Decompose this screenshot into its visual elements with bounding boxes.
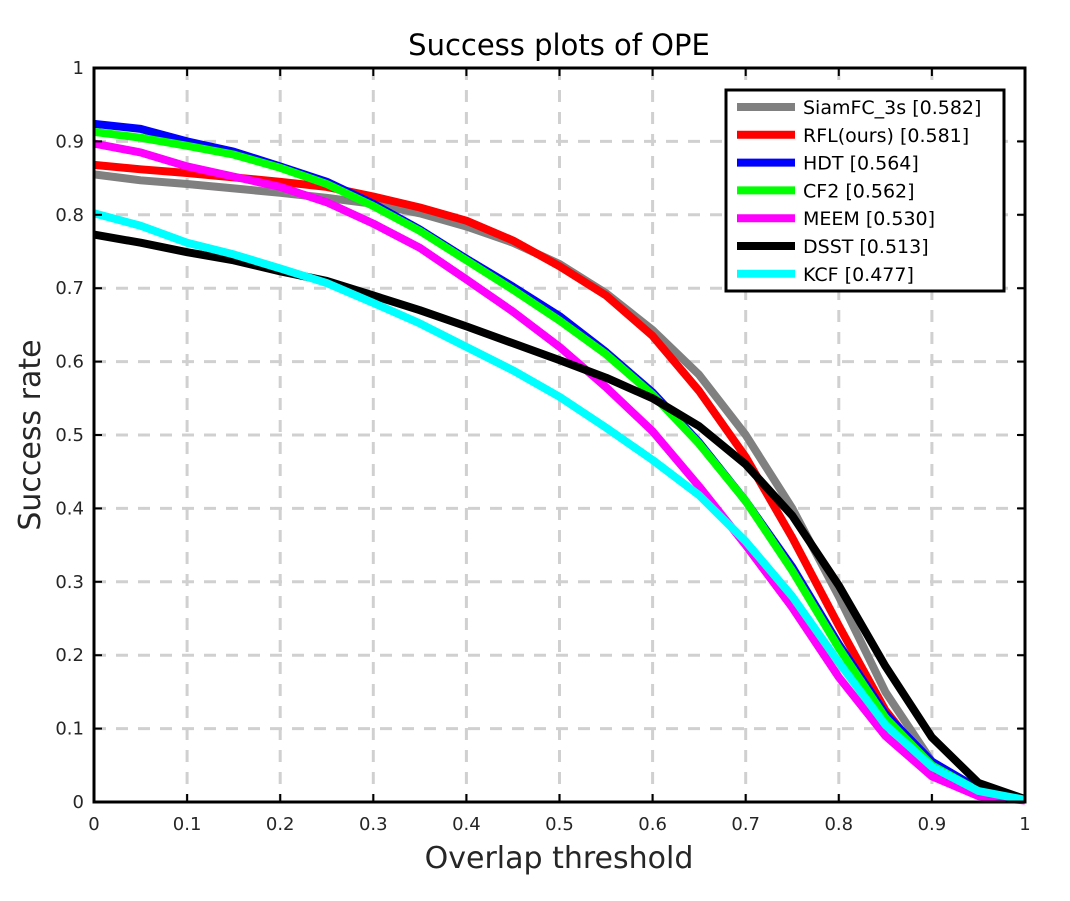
series-lines (92, 119, 1027, 805)
x-tick-label: 0.1 (173, 814, 202, 835)
y-tick-label: 1 (73, 58, 84, 79)
x-tick-label: 0.7 (731, 814, 760, 835)
x-axis-title: Overlap threshold (425, 841, 694, 876)
legend: SiamFC_3s [0.582] RFL(ours) [0.581] HDT [0… (724, 88, 1006, 293)
x-tick-label: 0.9 (918, 814, 947, 835)
x-tick-label: 0.5 (545, 814, 574, 835)
series-line-3 (93, 127, 1026, 804)
y-tick-label: 0.2 (55, 645, 84, 666)
chart-title: Success plots of OPE (408, 28, 710, 62)
series-line-5 (93, 230, 1027, 803)
legend-entry: HDT [0.564] (803, 153, 919, 175)
x-tick-label: 1 (1019, 814, 1030, 835)
x-tick-label: 0.3 (359, 814, 388, 835)
x-tick-label: 0.4 (452, 814, 481, 835)
axis-ticks: 0 0.1 0.2 0.3 0.4 0.5 0.6 0.7 0.8 0.9 1 0 0.1 0.2 0.3 0… (55, 58, 1030, 835)
x-tick-label: 0.6 (638, 814, 667, 835)
y-tick-label: 0.9 (55, 131, 84, 152)
legend-entry: KCF [0.477] (803, 264, 914, 286)
x-tick-label: 0 (88, 814, 99, 835)
y-tick-label: 0 (73, 792, 84, 813)
x-tick-label: 0.8 (824, 814, 853, 835)
legend-entry: MEEM [0.530] (803, 208, 935, 230)
y-tick-label: 0.3 (55, 572, 84, 593)
legend-entry: SiamFC_3s [0.582] (803, 97, 981, 119)
legend-entry: CF2 [0.562] (803, 180, 915, 202)
legend-entry: RFL(ours) [0.581] (803, 125, 969, 147)
y-tick-label: 0.7 (55, 278, 84, 299)
y-tick-label: 0.5 (55, 425, 84, 446)
series-line-4 (93, 139, 1026, 805)
y-tick-label: 0.8 (55, 205, 84, 226)
legend-entry: DSST [0.513] (803, 236, 929, 258)
y-tick-label: 0.1 (55, 719, 84, 740)
x-tick-label: 0.2 (266, 814, 295, 835)
y-axis-title: Success rate (13, 339, 48, 530)
y-tick-label: 0.4 (55, 498, 84, 519)
series-line-6 (92, 209, 1026, 804)
y-tick-label: 0.6 (55, 352, 84, 373)
